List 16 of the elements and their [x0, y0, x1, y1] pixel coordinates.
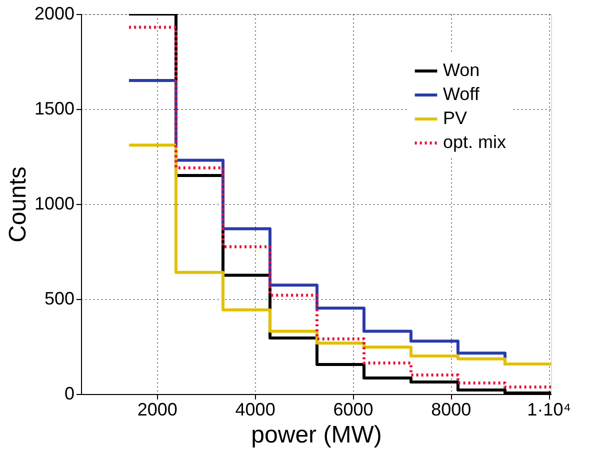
x-tick-label: 8000 [431, 400, 472, 420]
x-tick-label: 2000 [137, 400, 178, 420]
legend-label: PV [443, 108, 468, 128]
y-tick-label: 2000 [34, 4, 74, 24]
y-tick-label: 1000 [34, 194, 74, 214]
y-tick-label: 1500 [34, 98, 74, 118]
x-tick-label: 6000 [333, 400, 374, 420]
y-tick-label: 500 [44, 288, 74, 308]
y-axis-title: Counts [4, 166, 32, 243]
legend-label: Woff [443, 84, 480, 104]
x-axis-title: power (MW) [251, 422, 382, 448]
legend-label: opt. mix [443, 132, 506, 152]
x-tick-label: 4000 [235, 400, 276, 420]
x-tick-label: 1·10⁴ [527, 400, 571, 420]
legend-label: Won [443, 60, 480, 80]
y-tick-label: 0 [64, 384, 74, 404]
